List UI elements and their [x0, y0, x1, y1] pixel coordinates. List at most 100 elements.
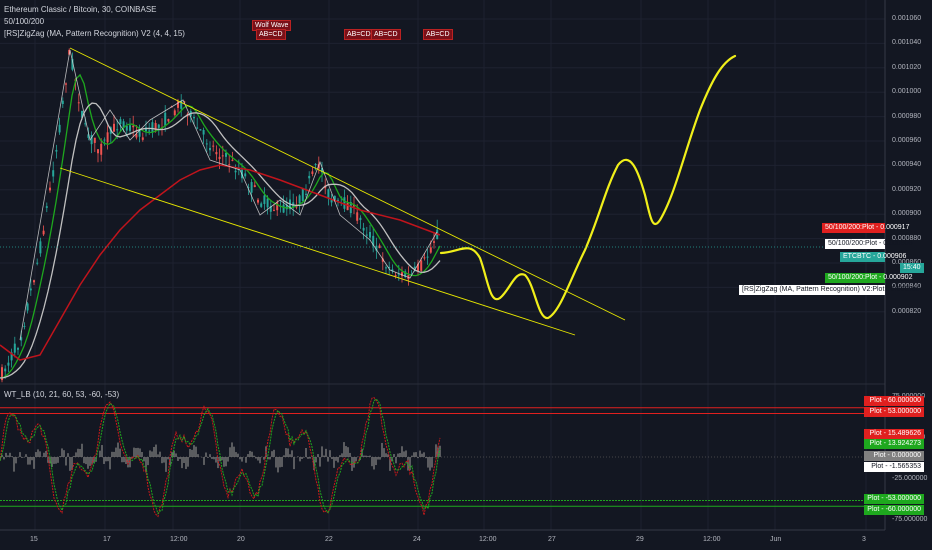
- candle-body: [61, 100, 64, 105]
- price-value-label: 50/100/200:Plot - 0.000906: [825, 239, 912, 249]
- candle-body: [426, 256, 429, 258]
- oscillator-value-label: Plot - -60.000000: [864, 505, 924, 515]
- candle-body: [359, 217, 362, 221]
- candle-body: [138, 129, 141, 137]
- candle-body: [202, 130, 205, 135]
- candle-body: [103, 139, 106, 141]
- osc-wt2-line: [0, 398, 441, 515]
- candle-body: [129, 125, 131, 131]
- candle-body: [311, 171, 314, 174]
- candle-body: [183, 101, 186, 103]
- legend-oscillator[interactable]: WT_LB (10, 21, 60, 53, -60, -53): [4, 390, 120, 399]
- upper-trend-line: [69, 47, 626, 321]
- legend-ma[interactable]: 50/100/200: [4, 17, 45, 26]
- candle-body: [298, 195, 301, 204]
- candle-body: [45, 206, 48, 208]
- candle-body: [71, 58, 74, 70]
- time-tick-label: 20: [237, 536, 245, 543]
- candle-body: [273, 209, 275, 211]
- price-value-label: 50/100/200:Plot - 0.000917: [822, 223, 909, 233]
- candle-body: [250, 182, 253, 193]
- price-tick-label: 0.001000: [892, 88, 922, 96]
- candle-body: [314, 163, 317, 165]
- time-tick-label: 12:00: [703, 536, 721, 543]
- candle-body: [420, 260, 423, 271]
- candle-body: [125, 125, 128, 131]
- badge-abcd-4: AB=CD: [423, 29, 453, 40]
- candle-body: [7, 362, 10, 366]
- candle-body: [151, 122, 154, 133]
- candle-body: [429, 247, 432, 253]
- candle-body: [10, 352, 13, 361]
- price-tick-label: 0.000860: [892, 258, 921, 267]
- candle-body: [356, 212, 359, 221]
- candle-body: [145, 127, 147, 132]
- candle-body: [305, 193, 307, 195]
- candle-body: [369, 231, 371, 238]
- price-tick-label: 0.000980: [892, 112, 922, 120]
- candle-body: [394, 275, 397, 277]
- candle-body: [84, 123, 87, 125]
- candle-body: [26, 303, 29, 311]
- osc-wt1-line: [0, 397, 441, 518]
- candle-body: [122, 121, 125, 129]
- candle-body: [193, 117, 195, 119]
- candle-body: [404, 271, 407, 278]
- candle-body: [90, 135, 93, 145]
- candle-body: [225, 152, 227, 157]
- candle-body: [375, 245, 378, 251]
- candle-body: [221, 155, 224, 157]
- candle-body: [93, 137, 96, 143]
- candle-body: [401, 272, 403, 277]
- candle-body: [234, 170, 237, 173]
- candle-body: [49, 187, 51, 191]
- candle-body: [97, 149, 99, 154]
- time-tick-label: 12:00: [170, 536, 188, 543]
- candle-body: [173, 110, 176, 116]
- badge-abcd-1: AB=CD: [256, 29, 286, 40]
- badge-abcd-3: AB=CD: [371, 29, 401, 40]
- candle-body: [177, 101, 179, 108]
- price-value-label: [RS]ZigZag (MA, Pattern Recognition) V2:…: [739, 285, 920, 295]
- candle-body: [244, 173, 247, 177]
- candle-body: [333, 195, 336, 202]
- lower-trend-line: [59, 167, 576, 336]
- candle-body: [100, 143, 103, 155]
- candle-body: [199, 129, 202, 131]
- badge-abcd-2: AB=CD: [344, 29, 374, 40]
- candle-body: [397, 274, 400, 276]
- price-tick-label: 0.001060: [892, 15, 922, 22]
- candle-body: [301, 188, 304, 202]
- time-tick-label: 12:00: [479, 536, 497, 543]
- candle-body: [13, 343, 16, 353]
- projected-path: [439, 54, 737, 320]
- candle-body: [157, 124, 160, 128]
- candle-body: [65, 83, 67, 85]
- time-tick-label: 15: [30, 536, 38, 543]
- oscillator-tick-label: -75.000000: [892, 515, 928, 523]
- oscillator-value-label: Plot - 0.000000: [864, 451, 924, 461]
- candle-body: [4, 368, 7, 372]
- candle-body: [417, 263, 419, 272]
- legend-zigzag[interactable]: [RS]ZigZag (MA, Pattern Recognition) V2 …: [4, 29, 185, 38]
- ma-50-line: [0, 73, 441, 379]
- candle-body: [218, 156, 221, 160]
- candle-body: [87, 134, 90, 138]
- oscillator-value-label: Plot - 60.000000: [864, 396, 924, 406]
- candle-body: [33, 280, 35, 283]
- candle-body: [113, 123, 115, 132]
- oscillator-value-label: Plot - -1.565353: [864, 462, 924, 472]
- oscillator-value-label: Plot - 13.924273: [864, 439, 924, 449]
- candle-body: [205, 143, 208, 145]
- candle-body: [215, 152, 218, 155]
- candle-body: [42, 230, 45, 235]
- candle-body: [106, 132, 109, 143]
- price-tick-label: 0.000900: [892, 210, 922, 218]
- candle-body: [372, 235, 375, 246]
- candle-body: [148, 130, 151, 132]
- oscillator-value-label: Plot - -53.000000: [864, 494, 924, 504]
- candle-body: [413, 266, 416, 269]
- candle-body: [77, 102, 80, 104]
- candle-body: [276, 202, 279, 211]
